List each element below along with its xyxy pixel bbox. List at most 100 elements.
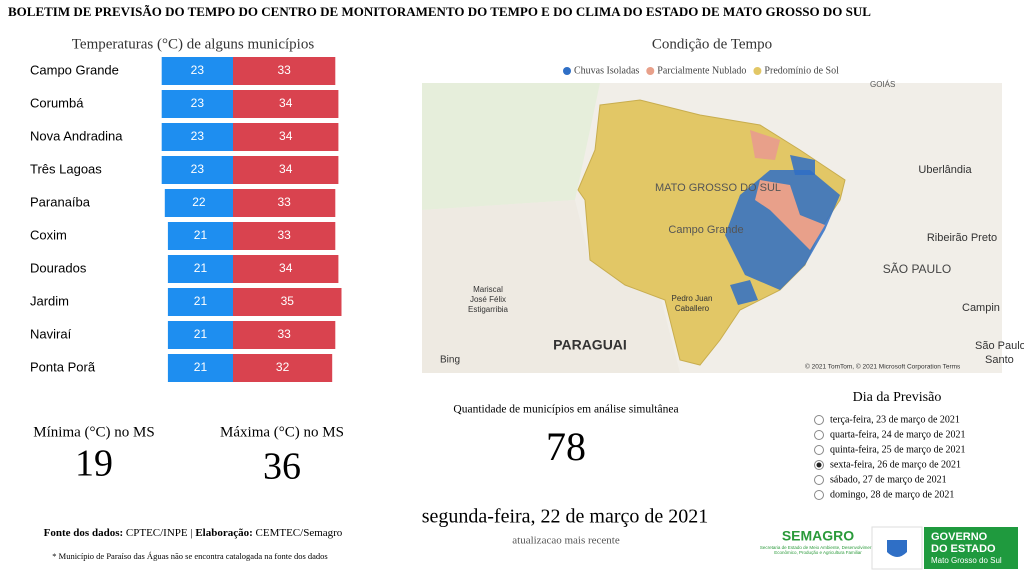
gov-box [924,527,1018,569]
value-label: 34 [279,261,293,275]
value-label: 33 [277,63,291,77]
map-label: GOIÁS [870,80,895,89]
forecast-title: Dia da Previsão [853,390,942,405]
bar-max [233,123,339,151]
radio-label[interactable]: sábado, 27 de março de 2021 [830,474,947,485]
bar-min [161,57,233,85]
map-label: Mariscal José Félix Estigarribia [468,285,509,314]
radio-dot [816,462,822,468]
map-label: Ribeirão Preto [927,232,997,244]
value-label: 21 [194,327,208,341]
category-label: Jardim [30,293,69,308]
map-region [730,280,758,305]
title: BOLETIM DE PREVISÃO DO TEMPO DO CENTRO D… [8,4,871,19]
bar-min [167,255,233,283]
value-label: 33 [277,327,291,341]
category-label: Naviraí [30,326,72,341]
radio[interactable] [814,445,824,455]
bar-max [233,288,342,316]
bar-max [233,354,333,382]
bar-min [167,321,233,349]
value-label: 21 [194,261,208,275]
bar-min [161,123,233,151]
category-label: Paranaíba [30,194,91,209]
map-label: MATO GROSSO DO SUL [655,182,781,194]
date: segunda-feira, 22 de março de 2021 [422,506,709,528]
semagro: SEMAGRO [782,528,854,544]
legend-dot [646,67,655,75]
value-label: 34 [279,162,293,176]
map: MATO GROSSO DO SUL Campo Grande Uberlândia… [422,80,1024,373]
value-label: 22 [192,195,206,209]
bar-max [233,255,339,283]
radio[interactable] [814,430,824,440]
value-label: 23 [191,129,205,143]
map-label: Uberlândia [918,164,972,176]
legend-label: Chuvas Isoladas [574,65,639,76]
value-label: 21 [194,294,208,308]
map-label: São Paulo [975,340,1024,352]
semagro-sub: Secretaria de Estado de Meio Ambiente, D… [759,545,877,555]
min-value: 19 [75,443,113,485]
bar-min [164,189,233,217]
value-label: 32 [276,360,290,374]
radio-label[interactable]: terça-feira, 23 de março de 2021 [830,414,960,425]
bar-min [167,222,233,250]
map-label: SÃO PAULO [883,262,951,276]
count-label: Quantidade de municípios em análise simu… [453,404,678,416]
map-land [422,83,600,210]
max-value: 36 [263,446,301,488]
map-label: © 2021 TomTom, © 2021 Microsoft Corporat… [805,363,961,371]
source: Fonte dos dados: CPTEC/INPE | Elaboração… [44,527,343,539]
map-title: Condição de Tempo [652,36,772,52]
bar-min [161,156,233,184]
bar-max [233,156,339,184]
map-region [750,130,780,160]
radio[interactable] [814,490,824,500]
bar-max [233,90,339,118]
gov3: Mato Grosso do Sul [931,556,1002,565]
count-value: 78 [546,424,586,469]
map-land [422,200,680,373]
radio[interactable] [814,415,824,425]
date-caption: atualizacao mais recente [512,535,620,547]
source-label: Fonte dos dados: [44,527,123,539]
category-label: Nova Andradina [30,128,123,143]
radio[interactable] [814,475,824,485]
map-region [755,180,825,250]
map-label: Santo [985,354,1014,366]
legend-dot [753,67,762,75]
max-label: Máxima (°C) no MS [220,424,344,440]
logo-semagro: SEMAGRO Secretaria de Estado de Meio Amb… [759,526,1018,570]
bar-min [167,288,233,316]
bar-max [233,57,336,85]
radio-label[interactable]: quinta-feira, 25 de março de 2021 [830,444,966,455]
map-region [577,99,846,366]
category-label: Três Lagoas [30,161,102,176]
legend-label: Predomínio de Sol [764,65,839,76]
category-label: Ponta Porã [30,359,96,374]
elab-label: Elaboração: [195,527,252,539]
value-label: 33 [277,195,291,209]
map-label: PARAGUAI [553,337,627,353]
radio-label[interactable]: domingo, 28 de março de 2021 [830,489,954,500]
bar-min [167,354,233,382]
category-label: Coxim [30,227,67,242]
bar-min [161,90,233,118]
radio-label[interactable]: quarta-feira, 24 de março de 2021 [830,429,966,440]
source-text: CPTEC/INPE [126,527,188,539]
map-region [725,170,840,290]
bar-max [233,321,336,349]
category-label: Corumbá [30,95,84,110]
bar-max [233,189,336,217]
chart-title: Temperaturas (°C) de alguns municípios [72,36,315,52]
value-label: 21 [194,228,208,242]
gov1: GOVERNO [931,531,988,543]
legend-dot [563,67,571,75]
map-label: Bing [440,355,460,366]
value-label: 23 [191,96,205,110]
note: * Município de Paraíso das Águas não se … [52,551,327,561]
radio-label[interactable]: sexta-feira, 26 de março de 2021 [830,459,961,470]
